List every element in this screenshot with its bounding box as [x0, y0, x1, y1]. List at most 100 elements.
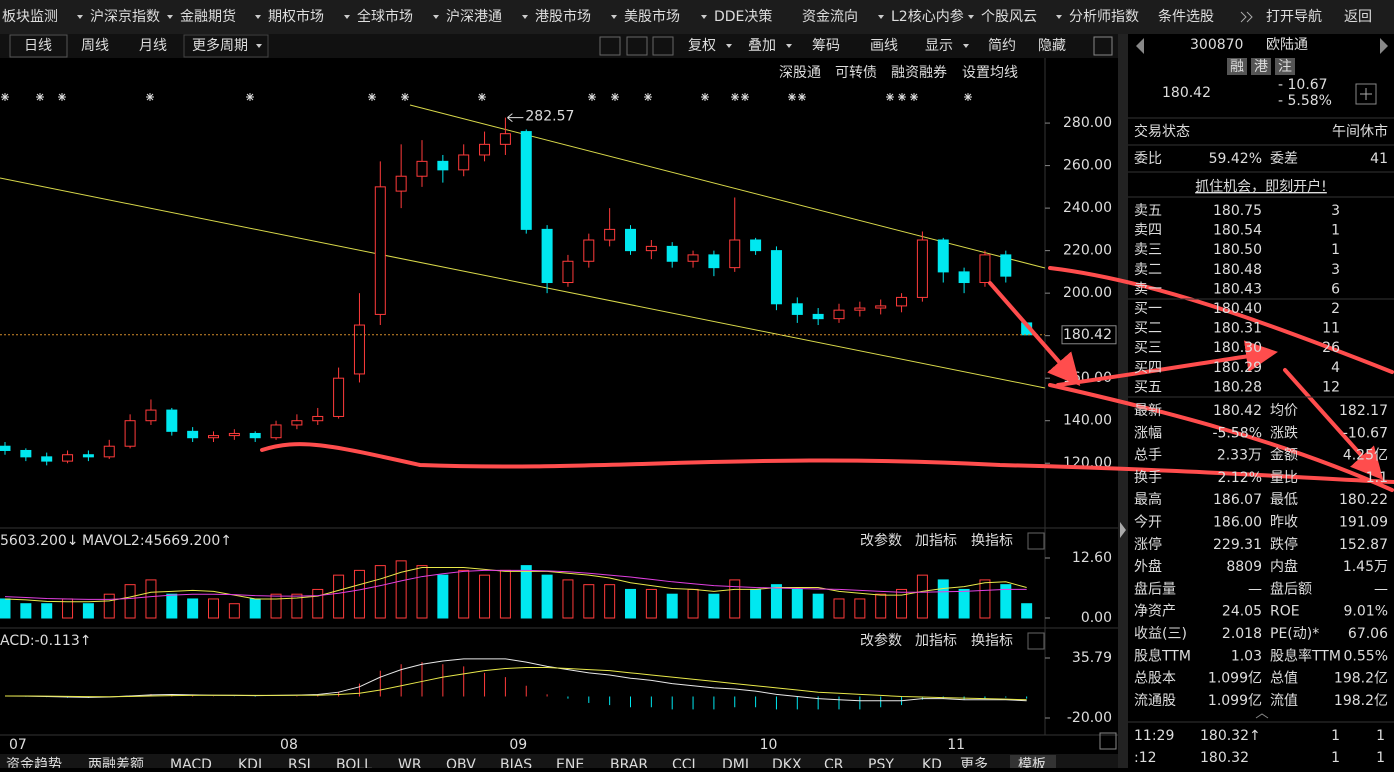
- indicator-tab[interactable]: MACD: [170, 757, 212, 772]
- indicator-tab[interactable]: RSI: [288, 757, 311, 772]
- menu-item[interactable]: 个股风云: [981, 9, 1037, 25]
- menu-item[interactable]: 期权市场: [268, 8, 324, 25]
- volume-bar: [479, 574, 491, 619]
- x-tick-label: 07: [9, 737, 27, 753]
- indicator-tab[interactable]: DKX: [772, 757, 802, 772]
- period-tab[interactable]: 更多周期: [192, 37, 248, 54]
- tag: 注: [1278, 59, 1292, 75]
- field-label: 涨停: [1134, 536, 1162, 553]
- menu-item[interactable]: 美股市场: [624, 8, 680, 25]
- indicator-tab[interactable]: 两融差额: [88, 757, 144, 772]
- indicator-tab[interactable]: CCI: [672, 757, 696, 772]
- tag: 港: [1254, 59, 1268, 75]
- tool-button[interactable]: 简约: [988, 37, 1016, 54]
- menu-item[interactable]: 条件选股: [1158, 8, 1214, 25]
- panel-button[interactable]: 换指标: [971, 632, 1013, 649]
- indicator-tab[interactable]: CR: [824, 757, 844, 772]
- volume-bar: [499, 569, 511, 619]
- y-tick-label: 35.79: [1072, 650, 1112, 666]
- template-button[interactable]: 模板: [1018, 757, 1046, 772]
- field-value: 198.2亿: [1334, 693, 1388, 709]
- event-marker: [644, 93, 652, 101]
- candle-body: [541, 228, 553, 284]
- tag-box: [1251, 58, 1271, 75]
- indicator-tab[interactable]: BIAS: [500, 757, 532, 772]
- dropdown-arrow: [878, 15, 884, 19]
- volume-bar: [208, 598, 219, 619]
- indicator-tab[interactable]: BRAR: [610, 757, 648, 772]
- dropdown-arrow: [963, 44, 969, 48]
- dropdown-arrow: [433, 15, 439, 19]
- field-value: 152.87: [1339, 537, 1388, 553]
- sub-link[interactable]: 融资融券: [891, 65, 947, 81]
- promo-banner[interactable]: 抓住机会，即刻开户!: [1195, 178, 1327, 195]
- panel-button[interactable]: 改参数: [860, 632, 902, 649]
- indicator-tab[interactable]: 更多: [960, 756, 988, 772]
- book-volume: 2: [1331, 301, 1340, 317]
- menu-item[interactable]: 打开导航: [1266, 8, 1322, 25]
- menu-item[interactable]: 沪深港通: [446, 9, 502, 25]
- book-price: 180.48: [1213, 262, 1262, 278]
- candle-body: [979, 254, 991, 284]
- indicator-tab[interactable]: ENE: [556, 757, 584, 772]
- tool-button[interactable]: 筹码: [812, 37, 840, 54]
- candle-body: [270, 424, 282, 439]
- menu-item[interactable]: 全球市场: [357, 8, 413, 25]
- indicator-tab[interactable]: KD: [922, 757, 942, 772]
- indicator-tab[interactable]: OBV: [446, 757, 476, 772]
- menu-item[interactable]: 沪深京指数: [90, 9, 160, 25]
- menu-item[interactable]: L2核心内参: [891, 8, 964, 25]
- period-tab[interactable]: 日线: [24, 38, 52, 54]
- volume-bar: [124, 584, 136, 619]
- menu-item[interactable]: DDE决策: [714, 8, 772, 25]
- field-value: 182.17: [1339, 403, 1388, 419]
- tool-button[interactable]: 显示: [925, 38, 953, 54]
- field-value: 2.12%: [1218, 470, 1262, 486]
- field-value: -10.67: [1343, 425, 1388, 441]
- volume-bar: [312, 588, 324, 619]
- field-value: 1.45万: [1343, 559, 1388, 575]
- tool-icon: [599, 36, 621, 56]
- peak-pointer: [507, 113, 524, 123]
- indicator-tab[interactable]: KDJ: [238, 757, 262, 772]
- indicator-tab[interactable]: WR: [398, 757, 422, 772]
- tool-button[interactable]: 画线: [870, 38, 898, 54]
- field-value: 24.05: [1222, 604, 1262, 620]
- sub-link[interactable]: 深股通: [779, 65, 821, 81]
- field-label: 今开: [1134, 515, 1162, 531]
- tool-button[interactable]: 复权: [688, 37, 716, 54]
- tool-button[interactable]: 隐藏: [1038, 38, 1066, 54]
- y-tick-label: 12.60: [1072, 550, 1112, 566]
- panel-button[interactable]: 换指标: [971, 532, 1013, 549]
- event-marker: [1, 93, 9, 101]
- book-label: 买二: [1134, 321, 1162, 337]
- volume-bar: [958, 588, 970, 619]
- menu-item[interactable]: 资金流向: [802, 9, 858, 25]
- panel-button[interactable]: 加指标: [915, 633, 957, 649]
- field-label: 涨跌: [1270, 425, 1298, 441]
- panel-button[interactable]: 加指标: [915, 533, 957, 549]
- menu-item[interactable]: 金融期货: [180, 8, 236, 25]
- book-volume: 11: [1322, 321, 1340, 337]
- candle-body: [916, 239, 928, 298]
- period-tab[interactable]: 月线: [139, 38, 167, 54]
- candle-body: [499, 133, 511, 145]
- indicator-tab[interactable]: BOLL: [336, 757, 372, 772]
- indicator-tab[interactable]: DMI: [722, 757, 749, 772]
- y-tick-label: 280.00: [1063, 115, 1112, 131]
- sub-link[interactable]: 可转债: [835, 65, 877, 81]
- field-label: 盘后量: [1134, 580, 1176, 597]
- indicator-tab[interactable]: 资金趋势: [6, 757, 62, 772]
- drawn-stroke: [260, 442, 1394, 484]
- menu-item[interactable]: 返回: [1344, 9, 1372, 25]
- period-tab[interactable]: 周线: [81, 38, 109, 54]
- sub-link[interactable]: 设置均线: [962, 65, 1018, 81]
- indicator-tab[interactable]: PSY: [868, 757, 894, 772]
- menu-item[interactable]: 港股市场: [535, 8, 591, 25]
- menu-item[interactable]: 分析师指数: [1069, 9, 1139, 25]
- panel-button[interactable]: 改参数: [860, 532, 902, 549]
- field-label: PE(动)*: [1270, 626, 1319, 642]
- candle-body: [103, 445, 115, 458]
- menu-item[interactable]: 板块监测: [2, 9, 58, 25]
- tool-button[interactable]: 叠加: [748, 38, 776, 54]
